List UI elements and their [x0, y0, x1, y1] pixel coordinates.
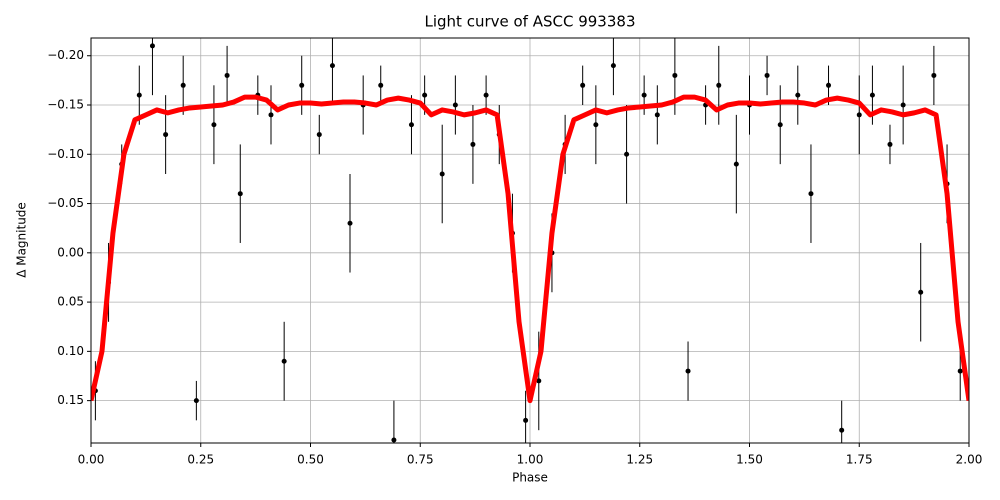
data-point: [193, 398, 199, 404]
y-tick-label: −0.15: [47, 98, 84, 112]
data-point: [957, 368, 963, 374]
x-tick-label: 0.25: [187, 453, 214, 467]
data-point: [329, 63, 335, 69]
data-point: [422, 92, 428, 98]
data-point: [931, 72, 937, 78]
y-tick-label: 0.10: [57, 344, 84, 358]
data-point: [347, 220, 353, 226]
data-point: [237, 191, 243, 197]
data-point: [391, 437, 397, 443]
x-tick-label: 1.50: [736, 453, 763, 467]
data-point: [536, 378, 542, 384]
data-point: [856, 112, 862, 118]
data-point: [887, 141, 893, 147]
x-tick-label: 1.00: [517, 453, 544, 467]
data-point: [470, 141, 476, 147]
data-point: [523, 417, 529, 423]
x-tick-label: 0.75: [407, 453, 434, 467]
data-point: [580, 82, 586, 88]
data-point: [795, 92, 801, 98]
y-tick-label: 0.15: [57, 393, 84, 407]
x-tick-label: 0.50: [297, 453, 324, 467]
data-point: [299, 82, 305, 88]
data-point: [211, 122, 217, 128]
x-tick-label: 1.75: [846, 453, 873, 467]
data-point: [654, 112, 660, 118]
data-point: [452, 102, 458, 108]
y-tick-label: −0.20: [47, 48, 84, 62]
data-point: [777, 122, 783, 128]
data-point: [869, 92, 875, 98]
data-point: [483, 92, 489, 98]
data-point: [610, 63, 616, 69]
data-point: [149, 43, 155, 49]
data-point: [408, 122, 414, 128]
chart-title: Light curve of ASCC 993383: [425, 13, 636, 31]
data-point: [716, 82, 722, 88]
model-line: [91, 94, 969, 404]
data-point: [685, 368, 691, 374]
data-point: [733, 161, 739, 167]
data-point: [624, 151, 630, 157]
y-tick-label: −0.05: [47, 196, 84, 210]
data-point: [672, 72, 678, 78]
data-point: [136, 92, 142, 98]
plot-area: [91, 38, 969, 443]
x-tick-label: 0.00: [78, 453, 105, 467]
y-tick-label: 0.05: [57, 295, 84, 309]
y-tick-label: 0.00: [57, 245, 84, 259]
data-point: [439, 171, 445, 177]
data-point: [316, 132, 322, 138]
plot-frame: [90, 37, 970, 444]
data-point: [224, 72, 230, 78]
data-point: [268, 112, 274, 118]
x-tick-label: 1.25: [626, 453, 653, 467]
data-point: [918, 289, 924, 295]
data-point: [900, 102, 906, 108]
y-tick-label: −0.10: [47, 147, 84, 161]
data-point: [641, 92, 647, 98]
y-axis-label: Δ Magnitude: [15, 202, 29, 278]
data-point: [839, 427, 845, 433]
data-point: [808, 191, 814, 197]
x-axis-label: Phase: [512, 471, 548, 485]
data-point: [163, 132, 169, 138]
data-point: [281, 358, 287, 364]
data-point: [378, 82, 384, 88]
data-point: [764, 72, 770, 78]
data-point: [180, 82, 186, 88]
x-tick-label: 2.00: [956, 453, 983, 467]
data-point: [826, 82, 832, 88]
data-point: [593, 122, 599, 128]
